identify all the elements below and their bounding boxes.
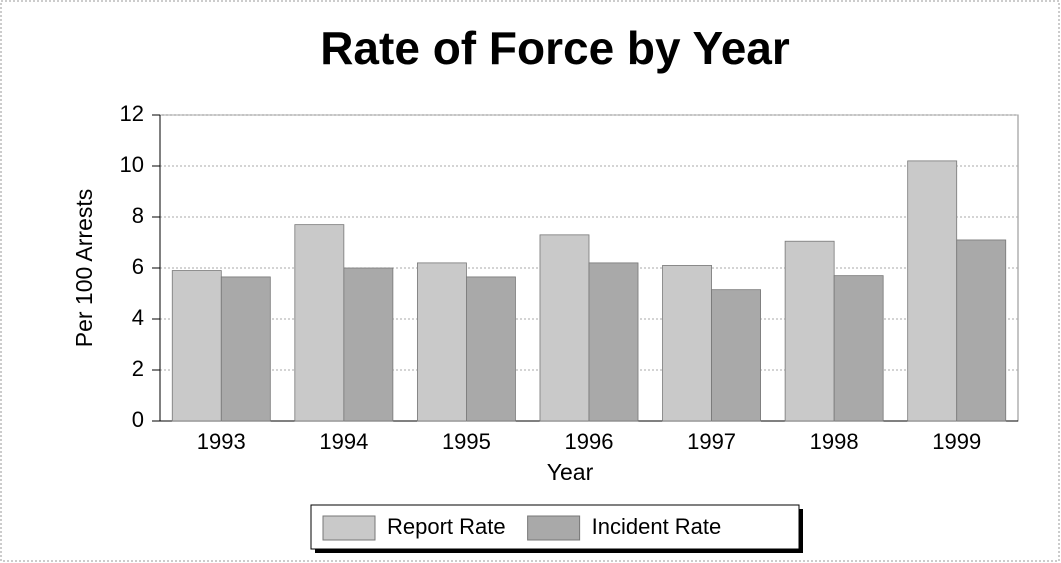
bar <box>466 276 516 422</box>
y-tick-label: 2 <box>132 356 144 381</box>
y-tick-label: 12 <box>120 101 144 126</box>
bar <box>294 224 345 422</box>
x-tick-label: 1999 <box>932 429 981 454</box>
x-tick-label: 1998 <box>810 429 859 454</box>
x-axis-label: Year <box>547 459 594 485</box>
legend-swatch <box>322 515 376 541</box>
x-tick-label: 1997 <box>687 429 736 454</box>
y-axis-label: Per 100 Arrests <box>71 189 97 348</box>
bar <box>171 270 222 422</box>
y-tick-label: 10 <box>120 152 144 177</box>
chart-title: Rate of Force by Year <box>320 22 790 74</box>
y-tick-label: 6 <box>132 254 144 279</box>
bar <box>539 234 590 422</box>
bar <box>588 262 639 422</box>
bar <box>662 265 712 422</box>
bar <box>220 276 271 422</box>
y-tick-label: 4 <box>132 305 144 330</box>
x-tick-label: 1994 <box>319 429 368 454</box>
bar <box>833 275 884 422</box>
legend-label: Report Rate <box>387 514 506 539</box>
legend-label: Incident Rate <box>592 514 722 539</box>
bar <box>416 262 467 422</box>
y-tick-label: 8 <box>132 203 144 228</box>
bar <box>711 289 761 422</box>
legend-swatch <box>527 515 581 541</box>
bar <box>907 160 958 422</box>
bar <box>956 239 1007 422</box>
x-tick-label: 1993 <box>197 429 246 454</box>
x-tick-label: 1995 <box>442 429 491 454</box>
y-tick-label: 0 <box>132 407 144 432</box>
x-tick-label: 1996 <box>565 429 614 454</box>
bar <box>784 240 835 422</box>
bar <box>343 267 394 422</box>
